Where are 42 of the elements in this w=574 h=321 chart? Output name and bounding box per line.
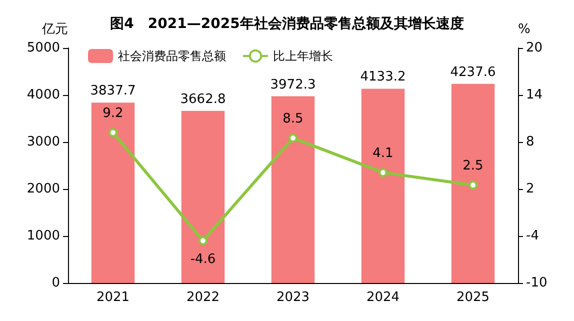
point — [468, 180, 478, 190]
point — [108, 128, 118, 138]
x-tick-label: 2021 — [96, 290, 130, 305]
bar — [361, 88, 405, 283]
y2-axis-title: % — [518, 22, 530, 37]
x-tick-label: 2023 — [276, 290, 310, 305]
bar — [451, 84, 495, 283]
y2-tick-label: -10 — [526, 276, 548, 290]
y2-tick-label: 2 — [526, 182, 534, 196]
y2-tick-label: 8 — [526, 134, 534, 150]
data-label: -4.6 — [190, 252, 216, 268]
data-label: 2.5 — [462, 158, 484, 174]
data-label: 3662.8 — [180, 92, 226, 107]
y2-tick-label: 20 — [526, 40, 543, 56]
x-tick-label: 2022 — [186, 290, 220, 305]
data-label: 4133.2 — [360, 70, 406, 85]
bar — [181, 110, 225, 283]
y2-tick-label: 14 — [526, 88, 543, 102]
data-label: 3972.3 — [270, 77, 316, 92]
data-label: 9.2 — [102, 106, 124, 122]
point — [198, 236, 208, 246]
y-tick-label: 5000 — [26, 40, 60, 56]
point — [378, 168, 388, 178]
y-tick-label: 4000 — [26, 88, 60, 102]
legend-label: 社会消费品零售总额 — [118, 49, 226, 63]
data-label: 4.1 — [372, 146, 394, 162]
point — [288, 134, 298, 143]
data-label: 3837.7 — [90, 84, 136, 99]
chart-title: 图4 2021—2025年社会消费品零售总额及其增长速度 — [110, 15, 464, 32]
y-tick-label: 1000 — [26, 228, 60, 244]
data-label: 8.5 — [282, 112, 304, 127]
y-tick-label: 0 — [52, 276, 60, 290]
x-tick-label: 2024 — [366, 290, 400, 305]
x-tick-label: 2025 — [456, 290, 490, 305]
bar — [271, 96, 315, 283]
data-label: 4237.6 — [450, 64, 496, 80]
y-axis-title: 亿元 — [41, 22, 68, 37]
y-tick-label: 2000 — [26, 182, 60, 196]
legend-label: 比上年增长 — [273, 49, 333, 63]
y-tick-label: 3000 — [26, 134, 60, 150]
y2-tick-label: -4 — [526, 228, 539, 244]
bar — [91, 102, 135, 283]
